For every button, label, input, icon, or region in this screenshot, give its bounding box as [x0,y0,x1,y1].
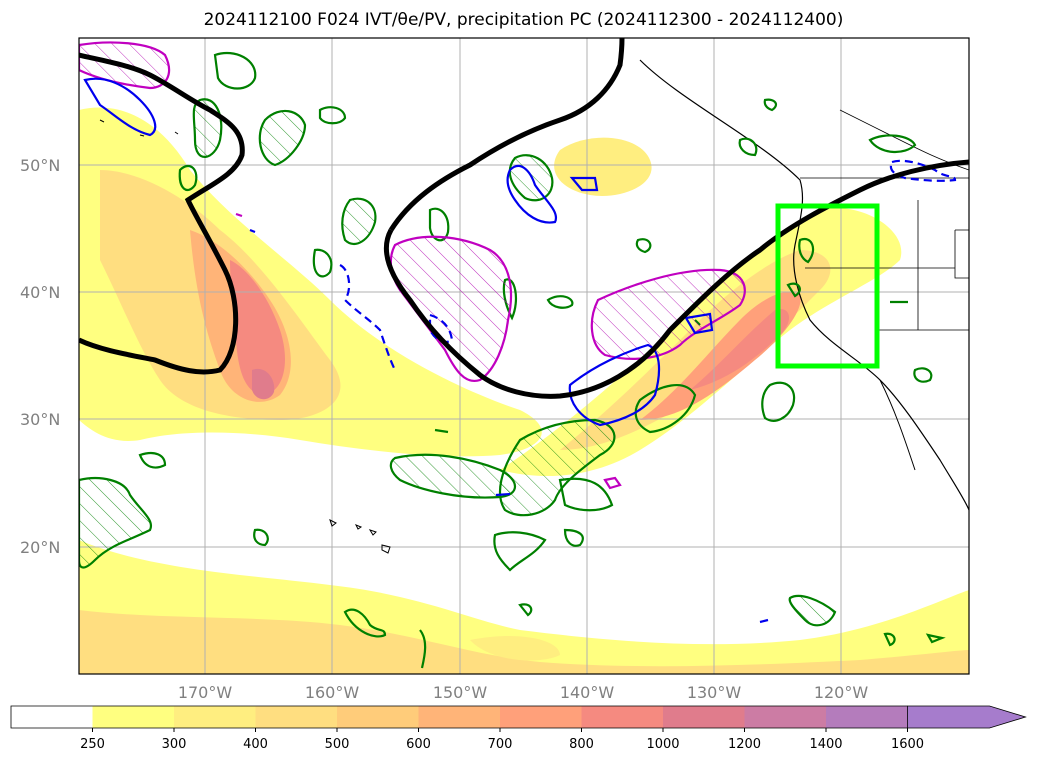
canada-province-border [839,109,969,171]
highlight-region-box [775,203,880,369]
pv-contours [79,51,946,669]
colorbar-segment [826,706,908,728]
hawaii-islands [329,519,391,554]
colorbar-segment [500,706,582,728]
colorbar-segment [581,706,664,728]
colorbar-tick-label: 1000 [646,737,679,752]
colorbar-segment [92,706,175,728]
colorbar-tick-label: 1600 [891,737,924,752]
baja-coastline [879,379,916,471]
colorbar-tick-label: 500 [325,737,350,752]
map-title: 2024112100 F024 IVT/θe/PV, precipitation… [203,10,844,30]
colorbar-tick-label: 700 [488,737,513,752]
colorbar-outline [10,705,908,729]
colorbar-segment [744,706,827,728]
map-frame [78,37,970,675]
lon-label-140w: 140°W [560,683,615,702]
lat-label-30n: 30°N [20,410,60,429]
colorbar-segment [337,706,419,728]
colorbar-tick-label: 600 [406,737,431,752]
theta-e-contours [79,38,969,399]
lon-label-120w: 120°W [814,683,869,702]
colorbar-segment [663,706,745,728]
lat-label-50n: 50°N [20,156,60,175]
north-america-coastline [639,59,969,511]
lon-label-130w: 130°W [687,683,742,702]
colorbar-tick-label: 1200 [728,737,761,752]
state-borders [805,200,969,331]
colorbar-segment [174,706,256,728]
graticule [79,38,969,674]
colorbar-segment [418,706,501,728]
colorbar-tick-label: 400 [243,737,268,752]
colorbar-tick-label: 300 [162,737,187,752]
aleutian-islands [99,119,179,137]
lat-label-40n: 40°N [20,283,60,302]
colorbar-segment [11,706,93,728]
colorbar: 250 300 400 500 600 700 800 1000 1200 1400 1600 [10,705,1027,752]
colorbar-extend-arrow [907,705,1027,729]
lat-label-20n: 20°N [20,538,60,557]
colorbar-tick-label: 1400 [809,737,842,752]
lon-label-150w: 150°W [433,683,488,702]
lon-label-170w: 170°W [178,683,233,702]
colorbar-tick-label: 250 [80,737,105,752]
colorbar-segment [255,706,338,728]
lon-label-160w: 160°W [305,683,360,702]
colorbar-tick-label: 800 [569,737,594,752]
negative-anomaly-contours [83,77,957,624]
